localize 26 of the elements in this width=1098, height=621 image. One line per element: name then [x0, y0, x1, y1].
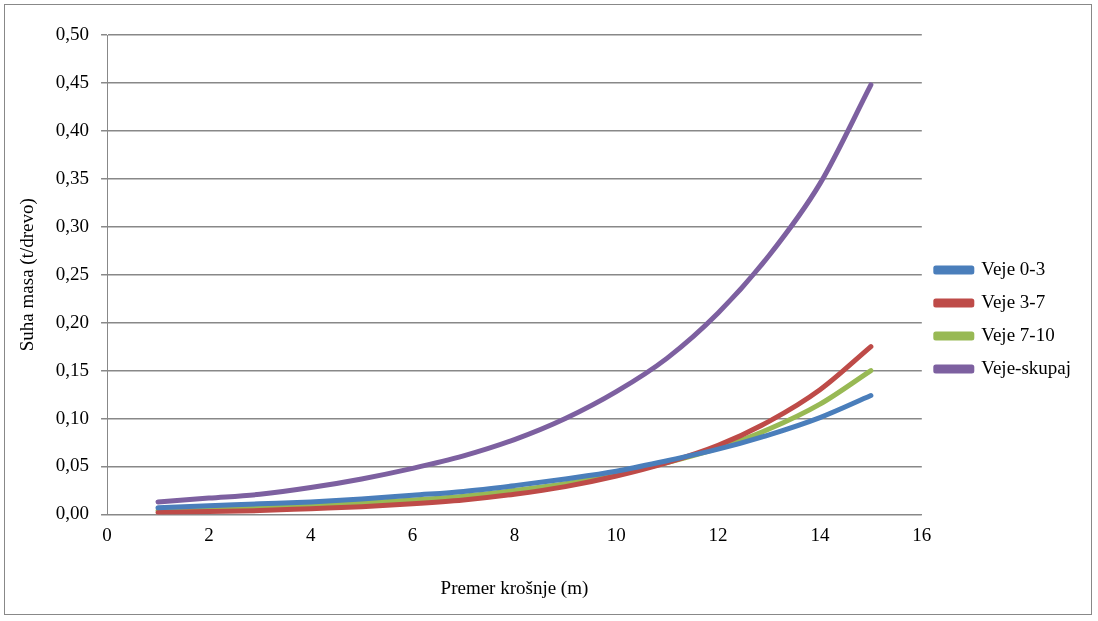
x-tick-label: 2	[204, 523, 214, 545]
x-axis-title: Premer krošnje (m)	[440, 576, 589, 599]
y-tick-label: 0,35	[55, 166, 90, 188]
y-tick-label: 0,20	[55, 310, 90, 332]
legend-label: Veje 3-7	[981, 290, 1046, 312]
x-tick-label: 8	[509, 523, 520, 545]
x-tick-label: 12	[708, 523, 728, 545]
y-axis-title: Suha masa (t/drevo)	[16, 198, 39, 352]
legend-label: Veje-skupaj	[981, 356, 1072, 378]
y-tick-label: 0,25	[55, 262, 90, 284]
y-tick-label: 0,05	[55, 454, 90, 476]
y-tick-label: 0,10	[55, 406, 90, 428]
legend-label: Veje 0-3	[981, 257, 1046, 279]
x-tick-label: 0	[102, 523, 112, 545]
x-tick-label: 10	[606, 523, 626, 545]
x-tick-label: 6	[407, 523, 418, 545]
y-tick-label: 0,00	[55, 502, 90, 524]
y-tick-label: 0,30	[55, 214, 90, 236]
y-tick-label: 0,40	[55, 118, 90, 140]
x-tick-label: 14	[810, 523, 830, 545]
x-tick-label: 16	[912, 523, 932, 545]
legend-label: Veje 7-10	[981, 323, 1055, 345]
y-tick-label: 0,15	[55, 358, 90, 380]
x-tick-label: 4	[305, 523, 316, 545]
y-tick-label: 0,45	[55, 70, 90, 92]
y-tick-label: 0,50	[55, 22, 90, 44]
